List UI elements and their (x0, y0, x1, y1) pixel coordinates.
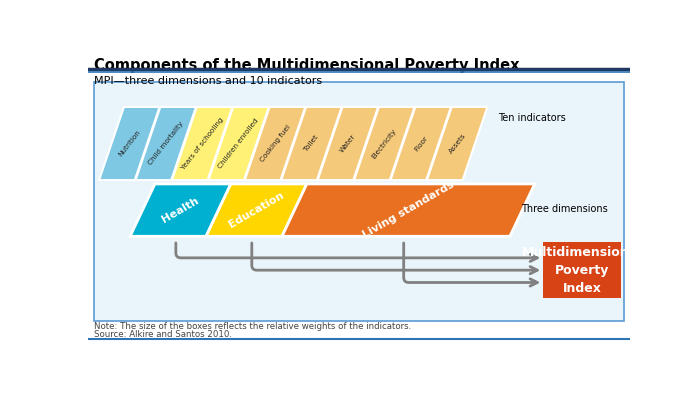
Polygon shape (282, 184, 535, 236)
Text: Child mortality: Child mortality (147, 121, 185, 166)
Polygon shape (130, 184, 231, 236)
Text: Three dimensions: Three dimensions (522, 204, 608, 214)
Text: Cooking fuel: Cooking fuel (259, 124, 291, 163)
Text: Note: The size of the boxes reflects the relative weights of the indicators.: Note: The size of the boxes reflects the… (94, 322, 411, 331)
Text: Floor: Floor (413, 135, 428, 152)
Text: Source: Alkire and Santos 2010.: Source: Alkire and Santos 2010. (94, 330, 232, 339)
Text: Water: Water (339, 133, 357, 154)
Polygon shape (209, 107, 269, 180)
Text: Health: Health (160, 195, 201, 225)
Text: Ten indicators: Ten indicators (498, 114, 566, 123)
Polygon shape (318, 107, 378, 180)
Text: Assets: Assets (447, 132, 467, 155)
Polygon shape (391, 107, 451, 180)
Text: Years of schooling: Years of schooling (180, 116, 225, 171)
Bar (543, 243, 621, 298)
Text: Electricity: Electricity (371, 127, 398, 160)
Text: Living standards: Living standards (360, 180, 456, 241)
Text: MPI—three dimensions and 10 indicators: MPI—three dimensions and 10 indicators (94, 76, 322, 86)
Polygon shape (206, 184, 307, 236)
Text: Components of the Multidimensional Poverty Index: Components of the Multidimensional Pover… (94, 58, 519, 73)
Polygon shape (245, 107, 305, 180)
Polygon shape (281, 107, 342, 180)
Polygon shape (136, 107, 196, 180)
Polygon shape (427, 107, 487, 180)
Text: Children enrolled: Children enrolled (217, 118, 260, 170)
Bar (94, 82, 624, 321)
Text: Education: Education (227, 190, 286, 230)
Polygon shape (354, 107, 414, 180)
Text: Multidimensional
Poverty
Index: Multidimensional Poverty Index (522, 246, 642, 295)
Text: Nutrition: Nutrition (117, 129, 141, 158)
Polygon shape (99, 107, 160, 180)
Text: Toilet: Toilet (303, 134, 320, 153)
Polygon shape (172, 107, 232, 180)
